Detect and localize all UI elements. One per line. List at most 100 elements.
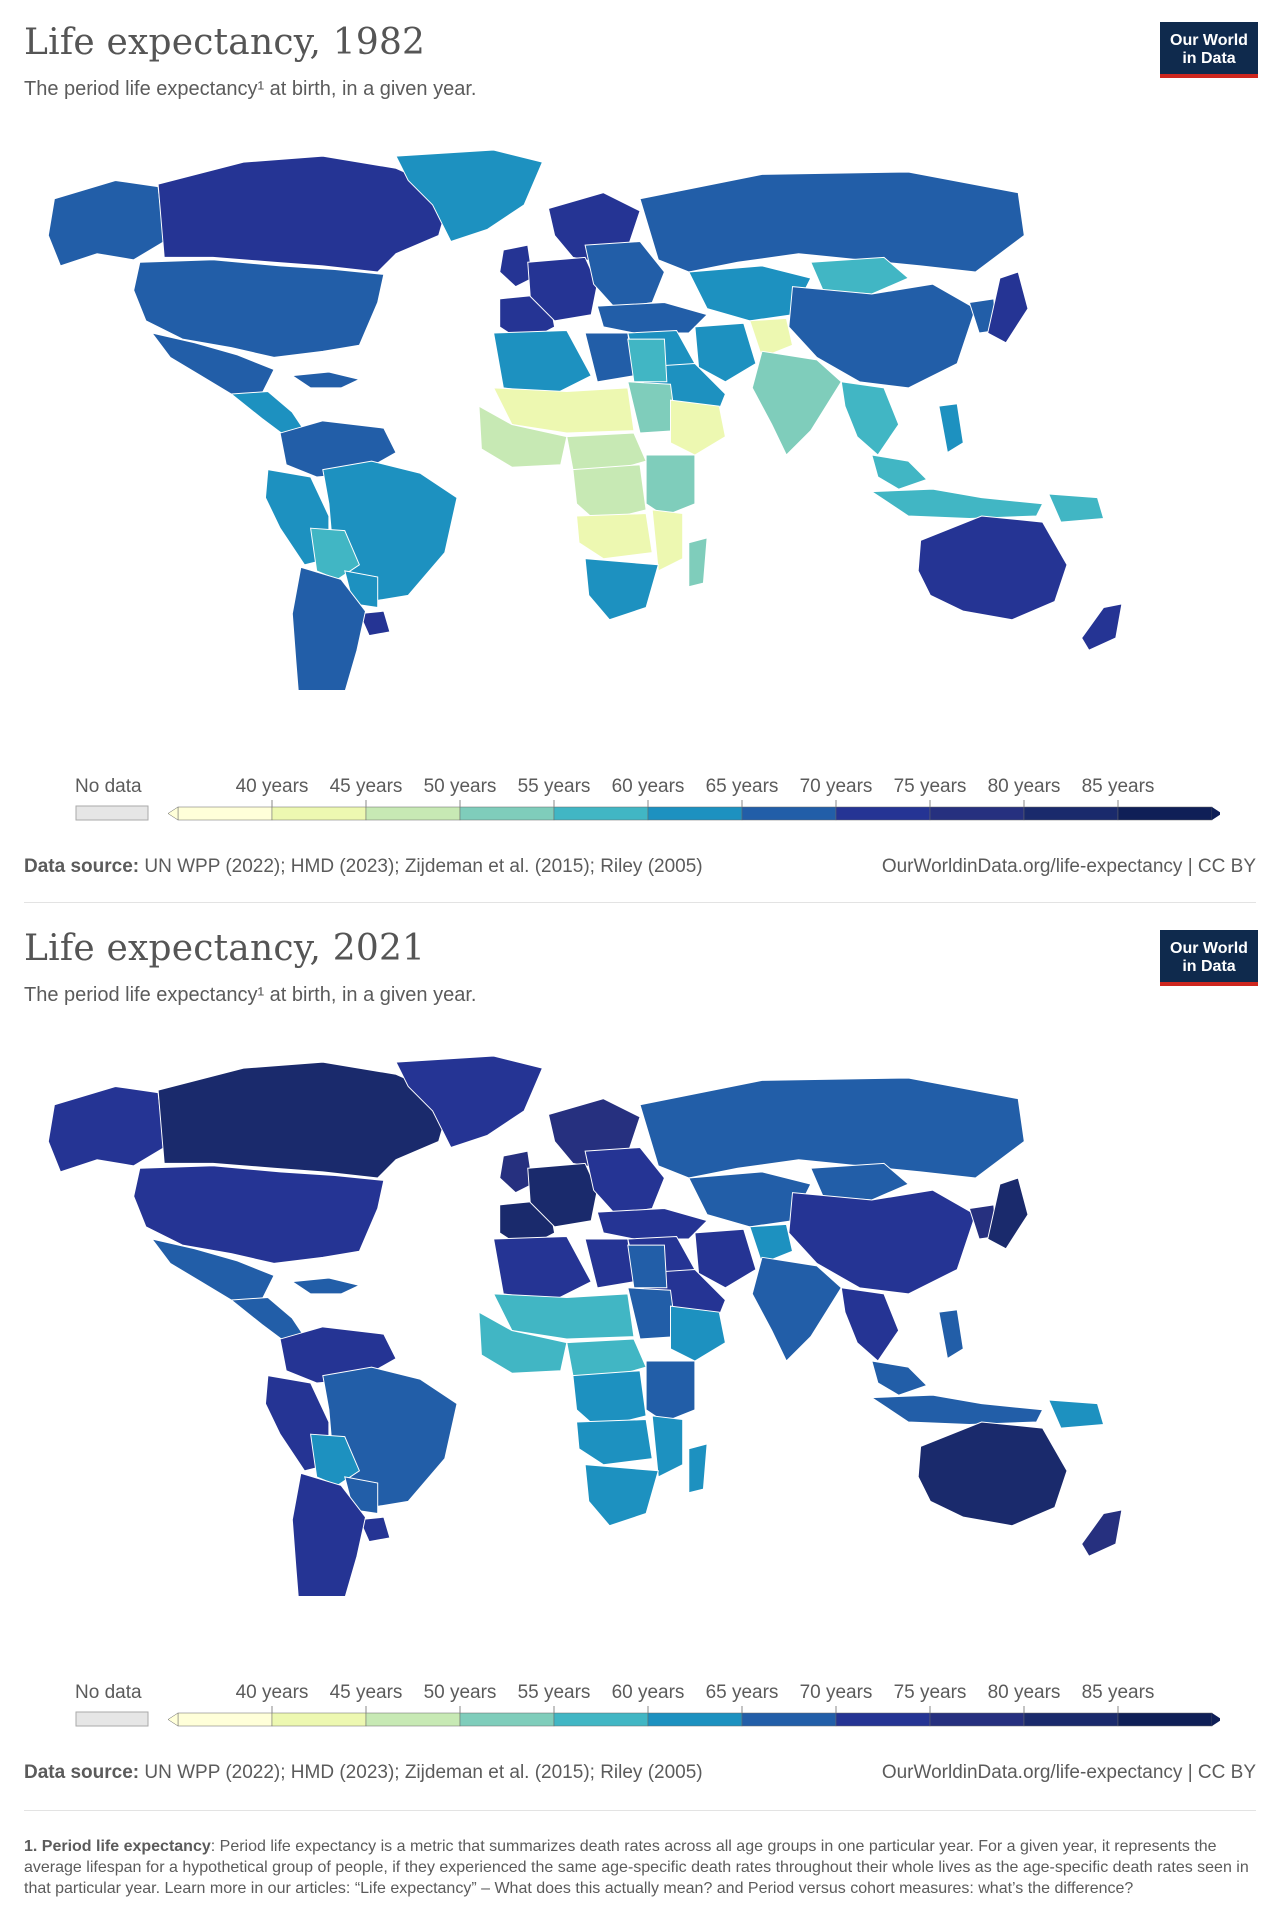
region-indonesia[interactable] — [870, 488, 1044, 519]
logo-line-1: Our World — [1170, 940, 1248, 957]
region-east-africa[interactable] — [645, 1360, 696, 1423]
region-iran[interactable] — [694, 322, 757, 383]
region-south-asia[interactable] — [751, 1256, 842, 1362]
region-philippines[interactable] — [938, 403, 964, 454]
region-mongolia[interactable] — [810, 1162, 910, 1201]
legend-bin-7 — [835, 806, 931, 821]
region-egypt[interactable] — [627, 1244, 668, 1289]
region-greenland[interactable] — [395, 150, 544, 243]
region-eastern-europe[interactable] — [584, 1146, 665, 1216]
region-turkey-caucasus[interactable] — [596, 302, 709, 334]
data-source-text: UN WPP (2022); HMD (2023); Zijdeman et a… — [139, 856, 703, 877]
region-canada[interactable] — [157, 155, 452, 273]
legend-bin-1 — [271, 806, 367, 821]
region-uruguay[interactable] — [358, 1516, 391, 1543]
region-china[interactable] — [788, 283, 977, 389]
region-libya[interactable] — [584, 332, 635, 383]
legend-tick-label: 85 years — [1082, 1682, 1155, 1703]
region-australia[interactable] — [917, 515, 1068, 621]
region-japan[interactable] — [987, 1177, 1029, 1250]
region-australia[interactable] — [917, 1421, 1068, 1527]
region-western-europe[interactable] — [527, 1162, 598, 1228]
region-new-zealand[interactable] — [1081, 1509, 1123, 1557]
region-alaska[interactable] — [47, 1086, 165, 1173]
legend-arrow — [1212, 807, 1220, 820]
region-south-asia[interactable] — [751, 350, 842, 456]
region-sudan[interactable] — [627, 381, 678, 434]
region-eastern-europe[interactable] — [584, 240, 665, 310]
region-ethiopia-horn[interactable] — [670, 1305, 726, 1362]
data-source-label: Data source: — [24, 856, 140, 877]
legend-bin-5 — [647, 1712, 743, 1727]
region-egypt[interactable] — [627, 338, 668, 383]
region-afghanistan[interactable] — [749, 317, 794, 359]
legend-bin-0 — [177, 1712, 273, 1727]
legend-bin-8 — [929, 806, 1025, 821]
region-western-europe[interactable] — [527, 256, 598, 322]
region-china[interactable] — [788, 1189, 977, 1295]
region-usa[interactable] — [133, 259, 385, 358]
region-mozambique[interactable] — [651, 509, 684, 572]
source-url[interactable]: OurWorldinData.org/life-expectancy | CC … — [881, 856, 1256, 877]
region-mozambique[interactable] — [651, 1415, 684, 1478]
region-caribbean[interactable] — [290, 1277, 361, 1295]
data-source: Data source: UN WPP (2022); HMD (2023); … — [24, 1762, 703, 1784]
logo-line-2: in Data — [1182, 958, 1236, 975]
region-madagascar[interactable] — [688, 537, 708, 588]
region-afghanistan[interactable] — [749, 1223, 794, 1265]
legend-bin-9 — [1023, 1712, 1119, 1727]
legend-bin-5 — [647, 806, 743, 821]
region-uruguay[interactable] — [358, 610, 391, 637]
region-uk-ireland[interactable] — [499, 1150, 534, 1194]
region-alaska[interactable] — [47, 180, 165, 267]
region-canada[interactable] — [157, 1061, 452, 1179]
region-argentina-chile[interactable] — [291, 1472, 367, 1596]
legend-tick-label: 65 years — [706, 776, 779, 797]
region-southeast-asia[interactable] — [871, 1360, 928, 1396]
region-greenland[interactable] — [395, 1056, 544, 1149]
region-north-africa[interactable] — [493, 1236, 592, 1301]
region-sudan[interactable] — [627, 1287, 678, 1340]
region-southeast-asia[interactable] — [871, 454, 928, 490]
region-philippines[interactable] — [938, 1309, 964, 1360]
region-libya[interactable] — [584, 1238, 635, 1289]
region-uk-ireland[interactable] — [499, 244, 534, 288]
region-usa[interactable] — [133, 1165, 385, 1264]
region-new-zealand[interactable] — [1081, 603, 1123, 651]
region-indochina[interactable] — [840, 1287, 900, 1362]
region-turkey-caucasus[interactable] — [596, 1208, 709, 1240]
region-southern-africa[interactable] — [584, 558, 659, 621]
region-png[interactable] — [1047, 493, 1105, 523]
world-map[interactable] — [30, 1056, 1210, 1596]
region-north-africa[interactable] — [493, 330, 592, 395]
chart-subtitle: The period life expectancy¹ at birth, in… — [24, 78, 477, 100]
region-russia[interactable] — [639, 1077, 1025, 1179]
region-ethiopia-horn[interactable] — [670, 399, 726, 456]
region-southern-africa[interactable] — [584, 1464, 659, 1527]
world-map[interactable] — [30, 150, 1210, 690]
owid-logo[interactable]: Our World in Data — [1160, 930, 1258, 986]
region-west-africa[interactable] — [478, 1311, 568, 1374]
legend-tick-label: 60 years — [612, 776, 685, 797]
region-west-africa[interactable] — [478, 405, 568, 468]
region-caribbean[interactable] — [290, 371, 361, 389]
region-east-africa[interactable] — [645, 454, 696, 517]
region-iran[interactable] — [694, 1228, 757, 1289]
region-japan[interactable] — [987, 271, 1029, 344]
region-indochina[interactable] — [840, 381, 900, 456]
region-indonesia[interactable] — [870, 1394, 1044, 1425]
legend-tick-label: 45 years — [330, 776, 403, 797]
region-mongolia[interactable] — [810, 256, 910, 295]
legend-bin-4 — [553, 806, 649, 821]
region-angola-zambia[interactable] — [576, 1419, 653, 1466]
legend-tick-label: 80 years — [988, 776, 1061, 797]
legend-tick-label: 50 years — [424, 776, 497, 797]
legend-tick-label: 70 years — [800, 1682, 873, 1703]
source-url[interactable]: OurWorldinData.org/life-expectancy | CC … — [881, 1762, 1256, 1783]
region-png[interactable] — [1047, 1399, 1105, 1429]
region-russia[interactable] — [639, 171, 1025, 273]
region-madagascar[interactable] — [688, 1443, 708, 1494]
region-angola-zambia[interactable] — [576, 513, 653, 560]
owid-logo[interactable]: Our World in Data — [1160, 22, 1258, 78]
region-argentina-chile[interactable] — [291, 566, 367, 690]
